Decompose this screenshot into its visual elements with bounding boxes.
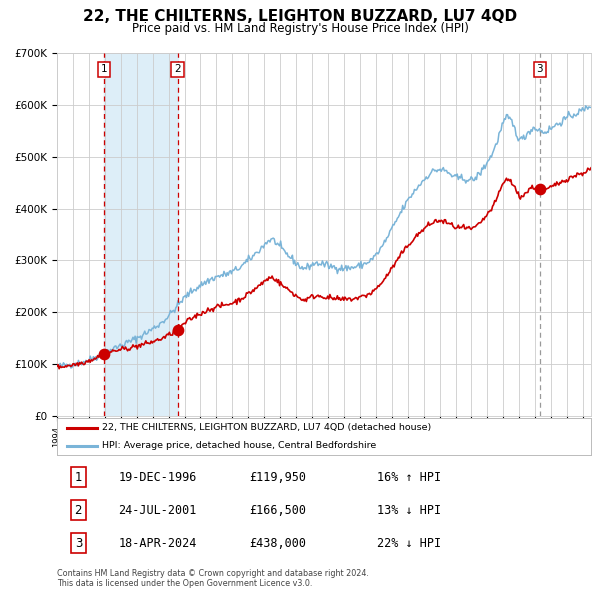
Bar bbox=[104, 53, 178, 416]
Text: 13% ↓ HPI: 13% ↓ HPI bbox=[377, 503, 442, 517]
Text: 22% ↓ HPI: 22% ↓ HPI bbox=[377, 536, 442, 550]
Text: 16% ↑ HPI: 16% ↑ HPI bbox=[377, 470, 442, 484]
Point bbox=[535, 184, 545, 194]
Point bbox=[100, 349, 109, 359]
Text: £166,500: £166,500 bbox=[249, 503, 306, 517]
Text: 24-JUL-2001: 24-JUL-2001 bbox=[118, 503, 197, 517]
Text: 22, THE CHILTERNS, LEIGHTON BUZZARD, LU7 4QD: 22, THE CHILTERNS, LEIGHTON BUZZARD, LU7… bbox=[83, 9, 517, 24]
Text: Price paid vs. HM Land Registry's House Price Index (HPI): Price paid vs. HM Land Registry's House … bbox=[131, 22, 469, 35]
Text: £119,950: £119,950 bbox=[249, 470, 306, 484]
Text: 1: 1 bbox=[101, 64, 107, 74]
Text: 1: 1 bbox=[74, 470, 82, 484]
Text: 2: 2 bbox=[174, 64, 181, 74]
Text: £438,000: £438,000 bbox=[249, 536, 306, 550]
Text: 22, THE CHILTERNS, LEIGHTON BUZZARD, LU7 4QD (detached house): 22, THE CHILTERNS, LEIGHTON BUZZARD, LU7… bbox=[103, 424, 431, 432]
Text: HPI: Average price, detached house, Central Bedfordshire: HPI: Average price, detached house, Cent… bbox=[103, 441, 377, 450]
Text: 2: 2 bbox=[74, 503, 82, 517]
Point bbox=[173, 325, 182, 335]
Text: Contains HM Land Registry data © Crown copyright and database right 2024.
This d: Contains HM Land Registry data © Crown c… bbox=[57, 569, 369, 588]
Text: 18-APR-2024: 18-APR-2024 bbox=[118, 536, 197, 550]
Text: 3: 3 bbox=[536, 64, 543, 74]
Text: 19-DEC-1996: 19-DEC-1996 bbox=[118, 470, 197, 484]
Text: 3: 3 bbox=[74, 536, 82, 550]
